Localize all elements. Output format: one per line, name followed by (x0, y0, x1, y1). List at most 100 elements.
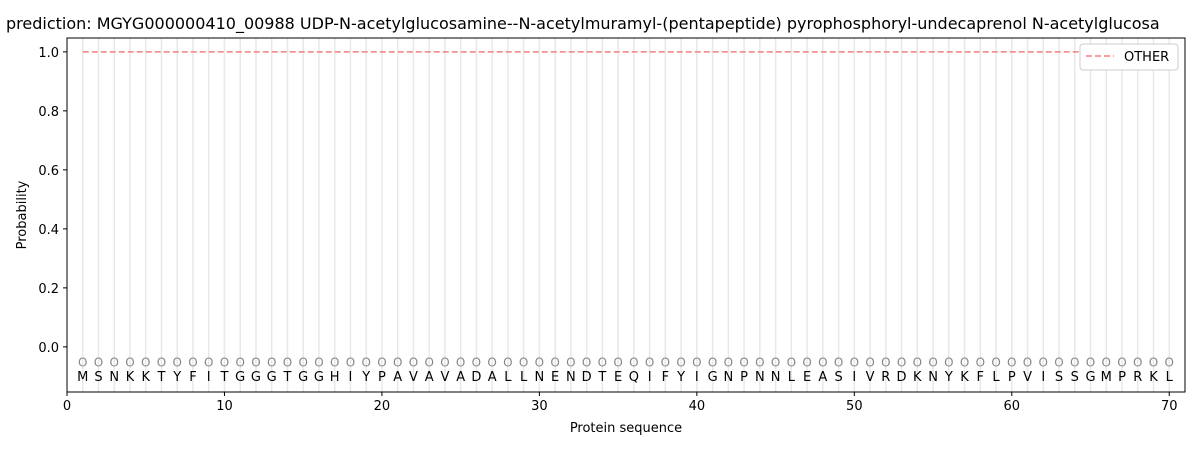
residue-marker: O (1133, 356, 1142, 370)
residue-marker: O (377, 356, 386, 370)
residue-marker: O (1117, 356, 1126, 370)
residue-marker: O (802, 356, 811, 370)
x-tick-label: 30 (531, 399, 548, 414)
residue-label: I (648, 370, 652, 385)
residue-label: G (235, 370, 245, 385)
residue-label: D (582, 370, 592, 385)
residue-label: E (803, 370, 811, 385)
residue-label: N (535, 370, 545, 385)
residue-label: N (771, 370, 781, 385)
residue-marker: O (897, 356, 906, 370)
residue-marker: O (550, 356, 559, 370)
marks: OMOSONOKOKOTOYOFOIOTOGOGOGOTOGOGOHOIOYOP… (77, 51, 1174, 385)
residue-marker: O (787, 356, 796, 370)
residue-marker: O (582, 356, 591, 370)
residue-label: N (723, 370, 733, 385)
residue-marker: O (1070, 356, 1079, 370)
residue-label: I (695, 370, 699, 385)
residue-label: G (708, 370, 718, 385)
residue-label: A (393, 370, 402, 385)
residue-label: K (126, 370, 135, 385)
residue-label: S (1055, 370, 1063, 385)
residue-marker: O (1086, 356, 1095, 370)
residue-marker: O (361, 356, 370, 370)
residue-marker: O (661, 356, 670, 370)
residue-label: Y (172, 370, 181, 385)
residue-label: N (109, 370, 119, 385)
residue-label: K (141, 370, 150, 385)
residue-marker: O (708, 356, 717, 370)
residue-marker: O (188, 356, 197, 370)
residue-marker: O (1039, 356, 1048, 370)
y-tick-label: 0.0 (38, 341, 59, 356)
residue-label: P (1008, 370, 1016, 385)
residue-marker: O (503, 356, 512, 370)
residue-label: V (1023, 370, 1032, 385)
grid-lines (81, 38, 1171, 392)
residue-label: S (94, 370, 102, 385)
legend-label-other: OTHER (1124, 50, 1169, 65)
residue-marker: O (944, 356, 953, 370)
residue-label: V (866, 370, 875, 385)
residue-label: I (852, 370, 856, 385)
residue-marker: O (283, 356, 292, 370)
legend-box (1079, 43, 1179, 71)
residue-marker: O (676, 356, 685, 370)
residue-marker: O (409, 356, 418, 370)
residue-marker: O (125, 356, 134, 370)
residue-marker: O (78, 356, 87, 370)
residue-marker: O (976, 356, 985, 370)
residue-label: P (378, 370, 386, 385)
residue-marker: O (850, 356, 859, 370)
residue-marker: O (472, 356, 481, 370)
residue-label: A (488, 370, 497, 385)
residue-label: M (77, 370, 88, 385)
x-tick-label: 0 (63, 399, 71, 414)
residue-marker: O (330, 356, 339, 370)
residue-label: L (788, 370, 796, 385)
residue-label: T (597, 370, 606, 385)
residue-marker: O (267, 356, 276, 370)
residue-label: G (298, 370, 308, 385)
residue-marker: O (598, 356, 607, 370)
residue-marker: O (220, 356, 229, 370)
residue-marker: O (487, 356, 496, 370)
residue-label: L (504, 370, 512, 385)
residue-label: G (267, 370, 277, 385)
x-axis: 0 10 20 30 40 50 60 70 (63, 392, 1178, 414)
residue-marker: O (928, 356, 937, 370)
residue-marker: O (755, 356, 764, 370)
y-axis: 0.0 0.2 0.4 0.6 0.8 1.0 (38, 46, 67, 356)
residue-label: G (1085, 370, 1095, 385)
residue-label: F (977, 370, 984, 385)
residue-label: P (1118, 370, 1126, 385)
residue-marker: O (771, 356, 780, 370)
residue-label: A (818, 370, 827, 385)
residue-label: T (219, 370, 228, 385)
residue-marker: O (865, 356, 874, 370)
residue-label: K (913, 370, 922, 385)
residue-marker: O (692, 356, 701, 370)
residue-label: R (881, 370, 890, 385)
residue-label: Y (361, 370, 370, 385)
residue-label: N (566, 370, 576, 385)
residue-marker: O (141, 356, 150, 370)
residue-marker: O (1165, 356, 1174, 370)
residue-marker: O (566, 356, 575, 370)
residue-marker: O (881, 356, 890, 370)
residue-label: Y (676, 370, 685, 385)
residue-label: G (251, 370, 261, 385)
residue-marker: O (519, 356, 528, 370)
residue-label: V (440, 370, 449, 385)
residue-label: E (614, 370, 622, 385)
x-tick-label: 40 (689, 399, 706, 414)
residue-marker: O (645, 356, 654, 370)
chart-title: prediction: MGYG000000410_00988 UDP-N-ac… (6, 14, 1160, 34)
residue-marker: O (440, 356, 449, 370)
residue-label: L (992, 370, 1000, 385)
residue-label: N (928, 370, 938, 385)
y-axis-label: Probability (15, 180, 30, 249)
residue-marker: O (204, 356, 213, 370)
residue-label: K (1149, 370, 1158, 385)
residue-label: F (662, 370, 669, 385)
